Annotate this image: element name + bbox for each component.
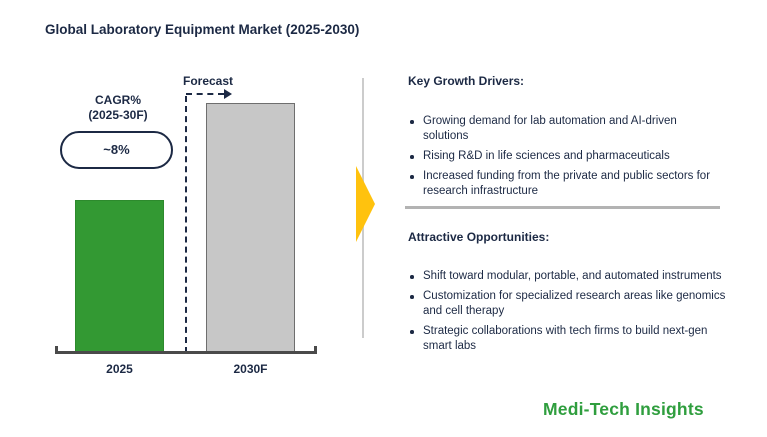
cagr-label-line2: (2025-30F) (88, 108, 148, 122)
cagr-value-badge: ~8% (60, 131, 173, 169)
page-title: Global Laboratory Equipment Market (2025… (45, 22, 360, 37)
list-item-text: Increased funding from the private and p… (423, 170, 711, 197)
bullet-icon (410, 295, 414, 299)
x-label-2030f: 2030F (233, 362, 268, 376)
cagr-label-line1: CAGR% (94, 93, 141, 107)
list-item: Strategic collaborations with tech firms… (405, 324, 740, 354)
forecast-arrowhead-icon (224, 89, 232, 99)
opportunities-heading: Attractive Opportunities: (408, 230, 550, 244)
list-item-text: Rising R&D in life sciences and pharmace… (423, 150, 670, 162)
opportunities-list: Shift toward modular, portable, and auto… (405, 269, 740, 359)
forecast-dashed-arrow-line (186, 93, 224, 95)
list-item: Growing demand for lab automation and AI… (405, 114, 740, 144)
list-item: Shift toward modular, portable, and auto… (405, 269, 740, 284)
x-label-2025: 2025 (106, 362, 133, 376)
list-item: Customization for specialized research a… (405, 289, 740, 319)
cagr-label: CAGR% (2025-30F) (58, 93, 178, 123)
bullet-icon (410, 330, 414, 334)
bullet-icon (410, 275, 414, 279)
section-divider (405, 206, 720, 209)
brand-logo: Medi-Tech Insights (543, 399, 704, 419)
list-item: Increased funding from the private and p… (405, 169, 740, 199)
growth-drivers-heading: Key Growth Drivers: (408, 74, 525, 88)
list-item-text: Shift toward modular, portable, and auto… (423, 270, 722, 282)
bar-2030f (206, 103, 295, 353)
list-item-text: Strategic collaborations with tech firms… (423, 325, 708, 352)
right-arrow-icon (356, 166, 375, 242)
bullet-icon (410, 175, 414, 179)
x-axis-line (55, 346, 317, 354)
list-item: Rising R&D in life sciences and pharmace… (405, 149, 740, 164)
bar-2025 (75, 200, 164, 353)
bullet-icon (410, 120, 414, 124)
forecast-dashed-divider (185, 96, 187, 353)
growth-drivers-list: Growing demand for lab automation and AI… (405, 114, 740, 204)
list-item-text: Customization for specialized research a… (423, 290, 726, 317)
forecast-label: Forecast (183, 74, 234, 88)
bullet-icon (410, 155, 414, 159)
list-item-text: Growing demand for lab automation and AI… (423, 115, 677, 142)
